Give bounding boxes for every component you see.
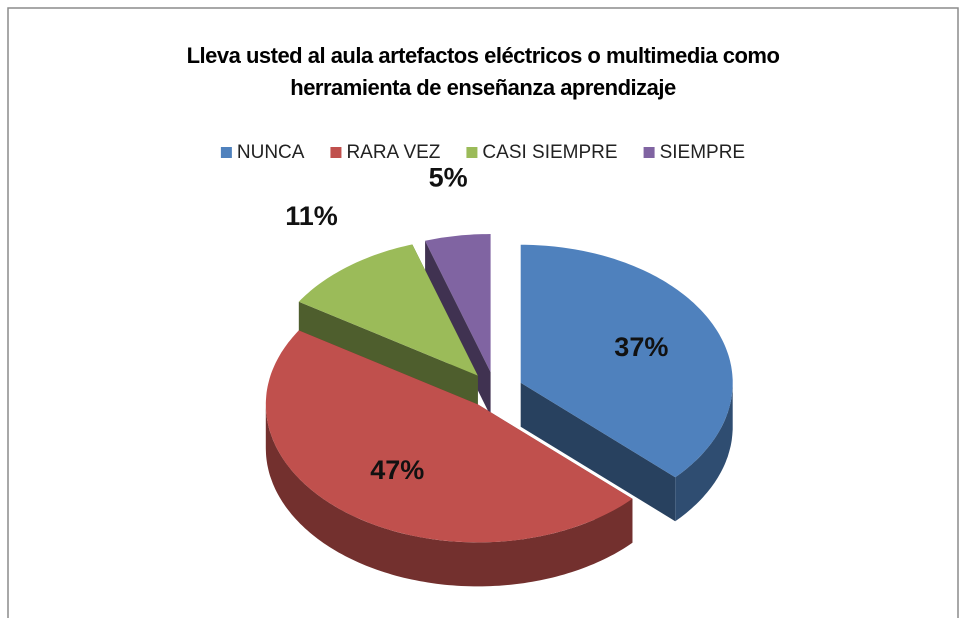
data-label: 11%	[285, 201, 338, 231]
slice-side	[520, 382, 676, 522]
slice-wall	[675, 382, 733, 522]
slice-wall	[265, 404, 633, 587]
legend-label: NUNCA	[237, 142, 305, 163]
chart-title: Lleva usted al aula artefactos eléctrico…	[186, 43, 780, 100]
slice	[265, 330, 633, 543]
data-label: 5%	[429, 163, 468, 193]
legend-swatch	[643, 147, 655, 158]
legend-label: CASI SIEMPRE	[482, 142, 617, 163]
data-label: 37%	[614, 332, 668, 362]
legend-label: RARA VEZ	[346, 142, 440, 163]
slice	[520, 244, 733, 478]
legend: NUNCA RARA VEZ CASI SIEMPRE SIEMPRE	[220, 142, 746, 163]
legend-swatch	[220, 147, 232, 158]
data-label: 47%	[370, 455, 424, 485]
legend-label: SIEMPRE	[660, 142, 746, 163]
legend-swatch	[330, 147, 342, 158]
slice	[425, 234, 491, 372]
slice	[298, 244, 478, 376]
legend-swatch	[466, 147, 478, 158]
chart-border	[7, 7, 959, 618]
